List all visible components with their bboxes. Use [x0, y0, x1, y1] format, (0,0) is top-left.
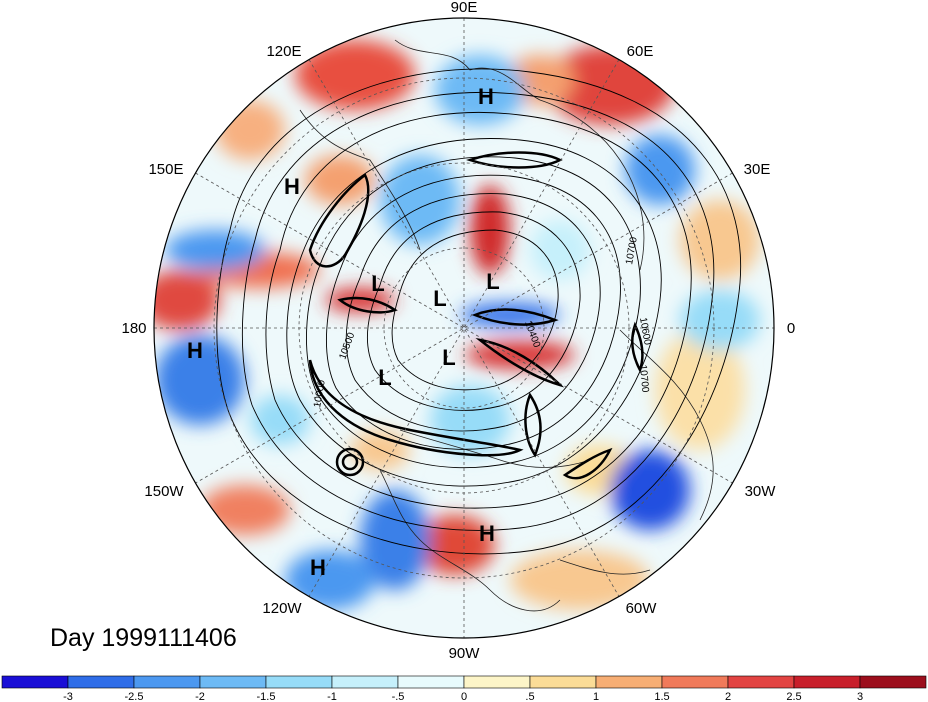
- colorbar-swatch: [265, 675, 333, 689]
- contour-label: 10700: [637, 364, 650, 393]
- lon-label-60w: 60W: [626, 600, 658, 617]
- lon-label-0: 0: [787, 320, 795, 337]
- lon-label-60e: 60E: [627, 43, 654, 60]
- graticule: [154, 18, 774, 638]
- colorbar-tick-label: -.5: [392, 691, 405, 702]
- lon-label-120w: 120W: [262, 600, 302, 617]
- colorbar-swatch: [1, 675, 69, 689]
- colorbar-swatch: [529, 675, 597, 689]
- low-pressure-marker: L: [371, 271, 384, 296]
- colorbar-tick-label: -2.5: [125, 691, 144, 702]
- map-border: [153, 17, 775, 639]
- lon-label-150w: 150W: [144, 483, 184, 500]
- pressure-centers: H H H H H L L L L L: [187, 84, 500, 580]
- colorbar-tick-label: 2.5: [786, 691, 801, 702]
- lon-label-90w: 90W: [449, 645, 481, 662]
- colorbar-swatch: [133, 675, 201, 689]
- anomaly-field: [154, 18, 774, 638]
- lon-label-150e: 150E: [148, 161, 183, 178]
- colorbar-swatch: [859, 675, 927, 689]
- colorbar-tick-label: -1.5: [257, 691, 276, 702]
- colorbar-swatch: [727, 675, 795, 689]
- contour-label: 10600: [637, 317, 653, 347]
- colorbar-tick-label: -2: [195, 691, 205, 702]
- colorbar-tick-label: .5: [525, 691, 534, 702]
- lon-label-30w: 30W: [745, 483, 777, 500]
- low-pressure-marker: L: [442, 345, 455, 370]
- colorbar-swatch: [397, 675, 465, 689]
- height-contours: [216, 68, 742, 555]
- colorbar: -3 -2.5 -2 -1.5 -1 -.5 0 .5 1 1.5 2 2.5 3: [1, 675, 927, 702]
- colorbar-swatch: [793, 675, 861, 689]
- colorbar-tick-label: -1: [327, 691, 337, 702]
- day-label: Day 1999111406: [50, 624, 237, 652]
- colorbar-tick-label: -3: [63, 691, 73, 702]
- low-pressure-marker: L: [433, 286, 446, 311]
- colorbar-swatch: [463, 675, 531, 689]
- lon-label-120e: 120E: [266, 43, 301, 60]
- colorbar-tick-label: 1.5: [654, 691, 669, 702]
- low-pressure-marker: L: [486, 269, 499, 294]
- colorbar-tick-label: 2: [725, 691, 731, 702]
- contour-label: 10700: [624, 236, 640, 266]
- high-pressure-marker: H: [284, 174, 300, 199]
- high-pressure-marker: H: [478, 84, 494, 109]
- colorbar-tick-label: 1: [593, 691, 599, 702]
- lon-label-30e: 30E: [744, 161, 771, 178]
- lon-label-180: 180: [121, 320, 146, 337]
- colorbar-swatch: [595, 675, 663, 689]
- colorbar-tick-label: 0: [461, 691, 467, 702]
- high-pressure-marker: H: [310, 555, 326, 580]
- high-pressure-marker: H: [479, 521, 495, 546]
- thick-contours: [308, 151, 644, 480]
- longitude-labels: 90E 60E 30E 0 30W 60W 90W 120W 150W 180 …: [121, 0, 795, 662]
- colorbar-swatch: [661, 675, 729, 689]
- lon-label-90e: 90E: [451, 0, 478, 16]
- colorbar-swatch: [67, 675, 135, 689]
- low-pressure-marker: L: [378, 365, 391, 390]
- colorbar-swatch: [199, 675, 267, 689]
- high-pressure-marker: H: [187, 338, 203, 363]
- colorbar-swatch: [331, 675, 399, 689]
- colorbar-tick-label: 3: [857, 691, 863, 702]
- contour-label: 10000: [312, 379, 328, 409]
